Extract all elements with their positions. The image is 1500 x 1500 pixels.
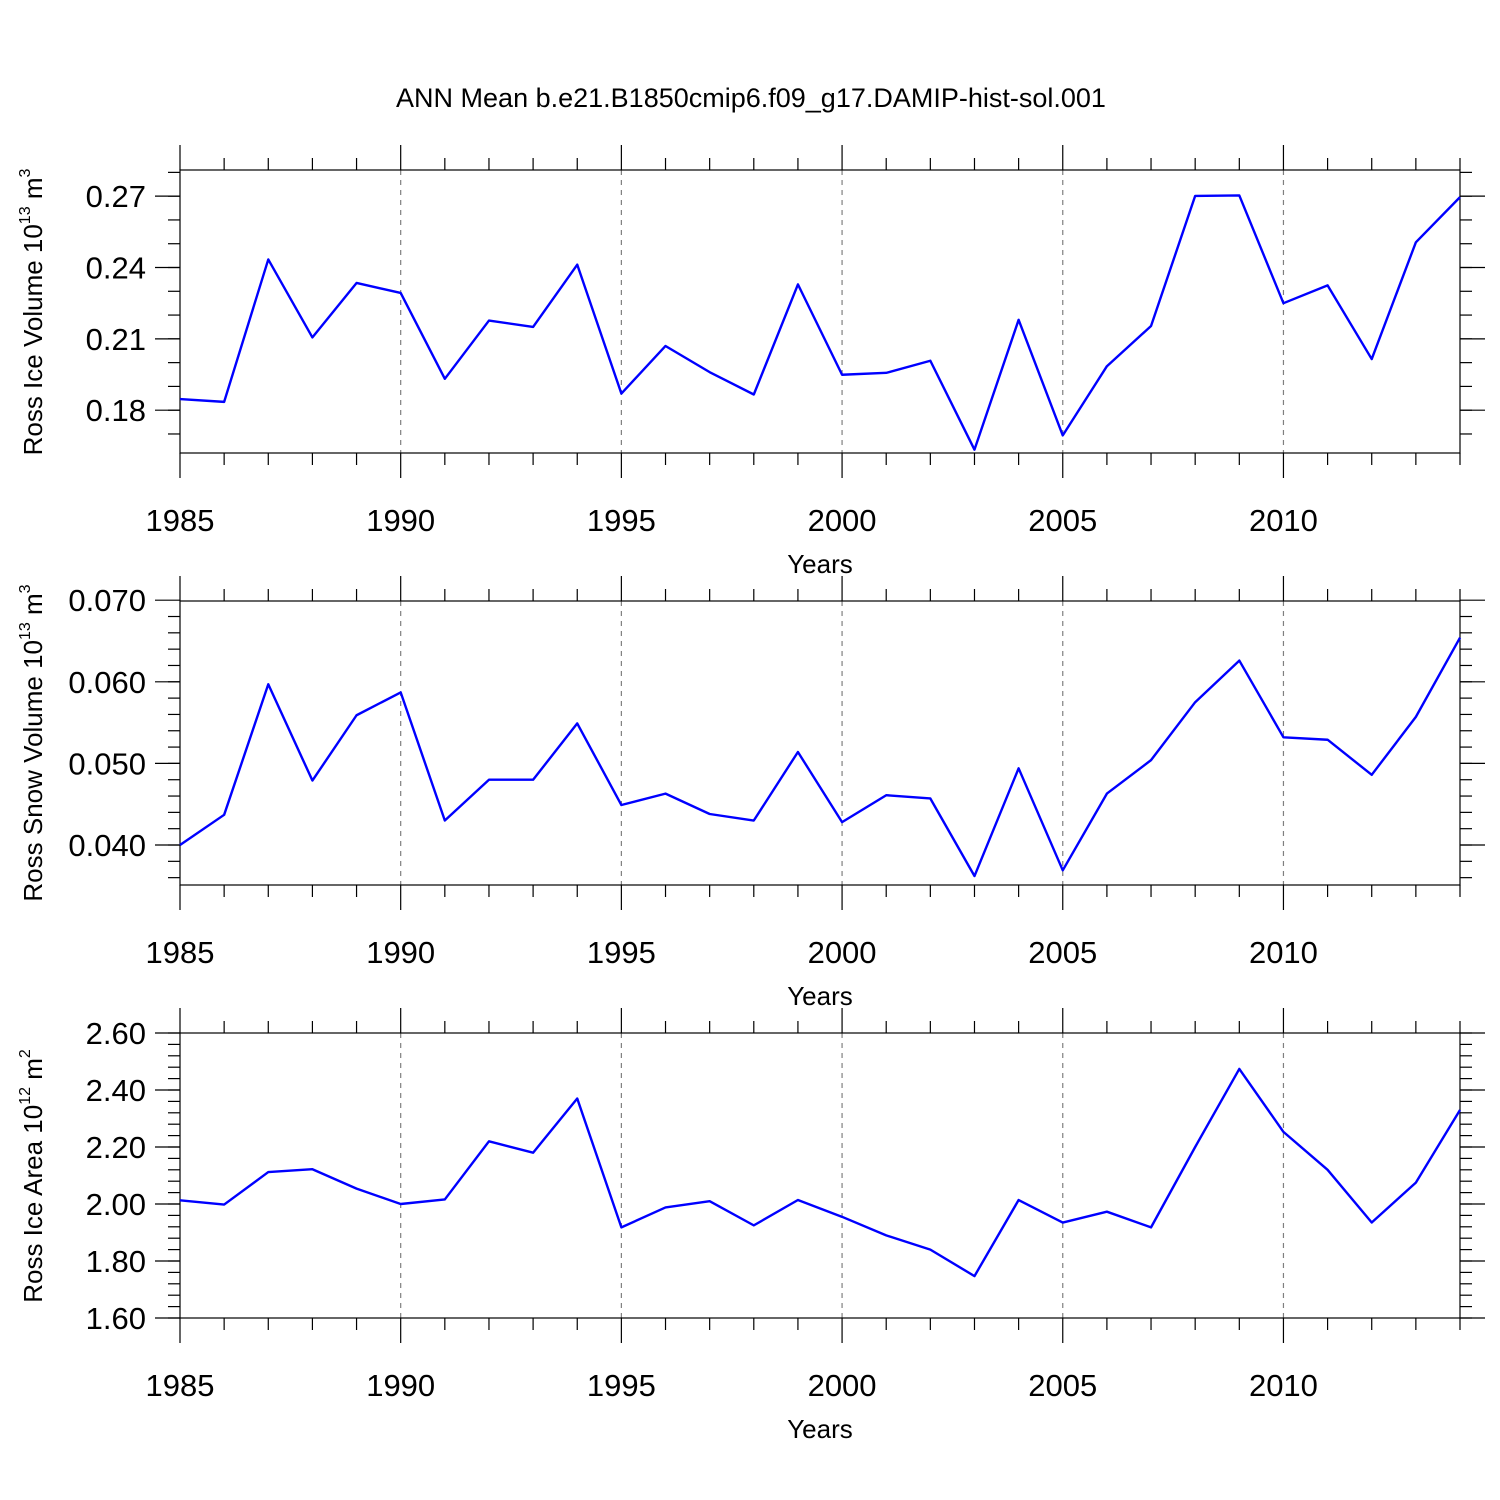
x-tick-label: 1995 (587, 1368, 656, 1403)
y-axis-title: Ross Ice Volume 1013 m3 (17, 168, 48, 455)
y-axis-title-part: Ross Ice Area 10 (18, 1105, 48, 1303)
y-axis-title-superscript: 13 (17, 622, 34, 640)
x-axis-title: Years (787, 981, 853, 1011)
y-tick-label: 2.60 (86, 1016, 146, 1051)
x-tick-label: 2000 (808, 503, 877, 538)
y-tick-label: 2.20 (86, 1130, 146, 1165)
y-tick-label: 0.24 (86, 251, 146, 286)
y-axis-title-superscript: 12 (17, 1087, 34, 1105)
series-line (179, 1067, 1462, 1278)
y-tick-label: 1.60 (86, 1301, 146, 1336)
y-axis-title: Ross Ice Area 1012 m2 (17, 1049, 48, 1303)
x-tick-label: 1995 (587, 503, 656, 538)
x-tick-label: 1985 (146, 503, 215, 538)
plot-frame (179, 600, 1461, 886)
y-tick-label: 0.040 (68, 828, 146, 863)
x-tick-label: 2010 (1249, 1368, 1318, 1403)
series-line (179, 637, 1462, 878)
y-axis-title-superscript: 3 (17, 168, 34, 177)
x-tick-label: 2005 (1028, 1368, 1097, 1403)
y-axis-title: Ross Snow Volume 1013 m3 (17, 584, 48, 901)
y-tick-label: 0.050 (68, 746, 146, 781)
y-axis-title-superscript: 2 (17, 1049, 34, 1058)
x-axis-title: Years (787, 1414, 853, 1444)
y-tick-label: 1.80 (86, 1244, 146, 1279)
x-tick-label: 1995 (587, 935, 656, 970)
y-tick-label: 0.060 (68, 665, 146, 700)
y-axis-title-part: m (18, 177, 48, 206)
y-axis-title-part: m (18, 1058, 48, 1087)
y-axis-title-part: Ross Snow Volume 10 (18, 640, 48, 902)
x-tick-label: 2005 (1028, 935, 1097, 970)
x-tick-label: 2010 (1249, 503, 1318, 538)
x-tick-label: 2000 (808, 1368, 877, 1403)
y-axis-title-superscript: 13 (17, 206, 34, 224)
x-tick-label: 1985 (146, 1368, 215, 1403)
panel-1: 0.18 0.21 0.24 0.27 1985 1990 1995 2000 2005 2010… (17, 145, 1485, 579)
y-tick-label: 0.21 (86, 322, 146, 357)
plot-frame (179, 1032, 1461, 1319)
y-tick-label: 0.18 (86, 393, 146, 428)
plot-frame (179, 169, 1461, 454)
x-tick-label: 1985 (146, 935, 215, 970)
panel-3: 1.60 1.80 2.00 2.20 2.40 2.60 1985 1990 1995 2000… (17, 1008, 1485, 1444)
panel-2: 0.040 0.050 0.060 0.070 1985 1990 1995 2000 2005… (17, 576, 1485, 1011)
x-tick-label: 1990 (366, 503, 435, 538)
y-axis-title-superscript: 3 (17, 584, 34, 593)
y-tick-label: 0.070 (68, 583, 146, 618)
x-tick-label: 1990 (366, 1368, 435, 1403)
x-tick-label: 2005 (1028, 503, 1097, 538)
y-tick-label: 2.40 (86, 1073, 146, 1108)
figure-title: ANN Mean b.e21.B1850cmip6.f09_g17.DAMIP-… (396, 83, 1106, 113)
y-axis-title-part: Ross Ice Volume 10 (18, 224, 48, 455)
series-line (179, 194, 1461, 451)
y-tick-label: 2.00 (86, 1187, 146, 1222)
x-axis-title: Years (787, 549, 853, 579)
x-tick-label: 2000 (808, 935, 877, 970)
x-tick-label: 2010 (1249, 935, 1318, 970)
y-axis-title-part: m (18, 593, 48, 622)
x-tick-label: 1990 (366, 935, 435, 970)
y-tick-label: 0.27 (86, 179, 146, 214)
panels: 0.18 0.21 0.24 0.27 1985 1990 1995 2000 2005 2010… (17, 145, 1485, 1444)
